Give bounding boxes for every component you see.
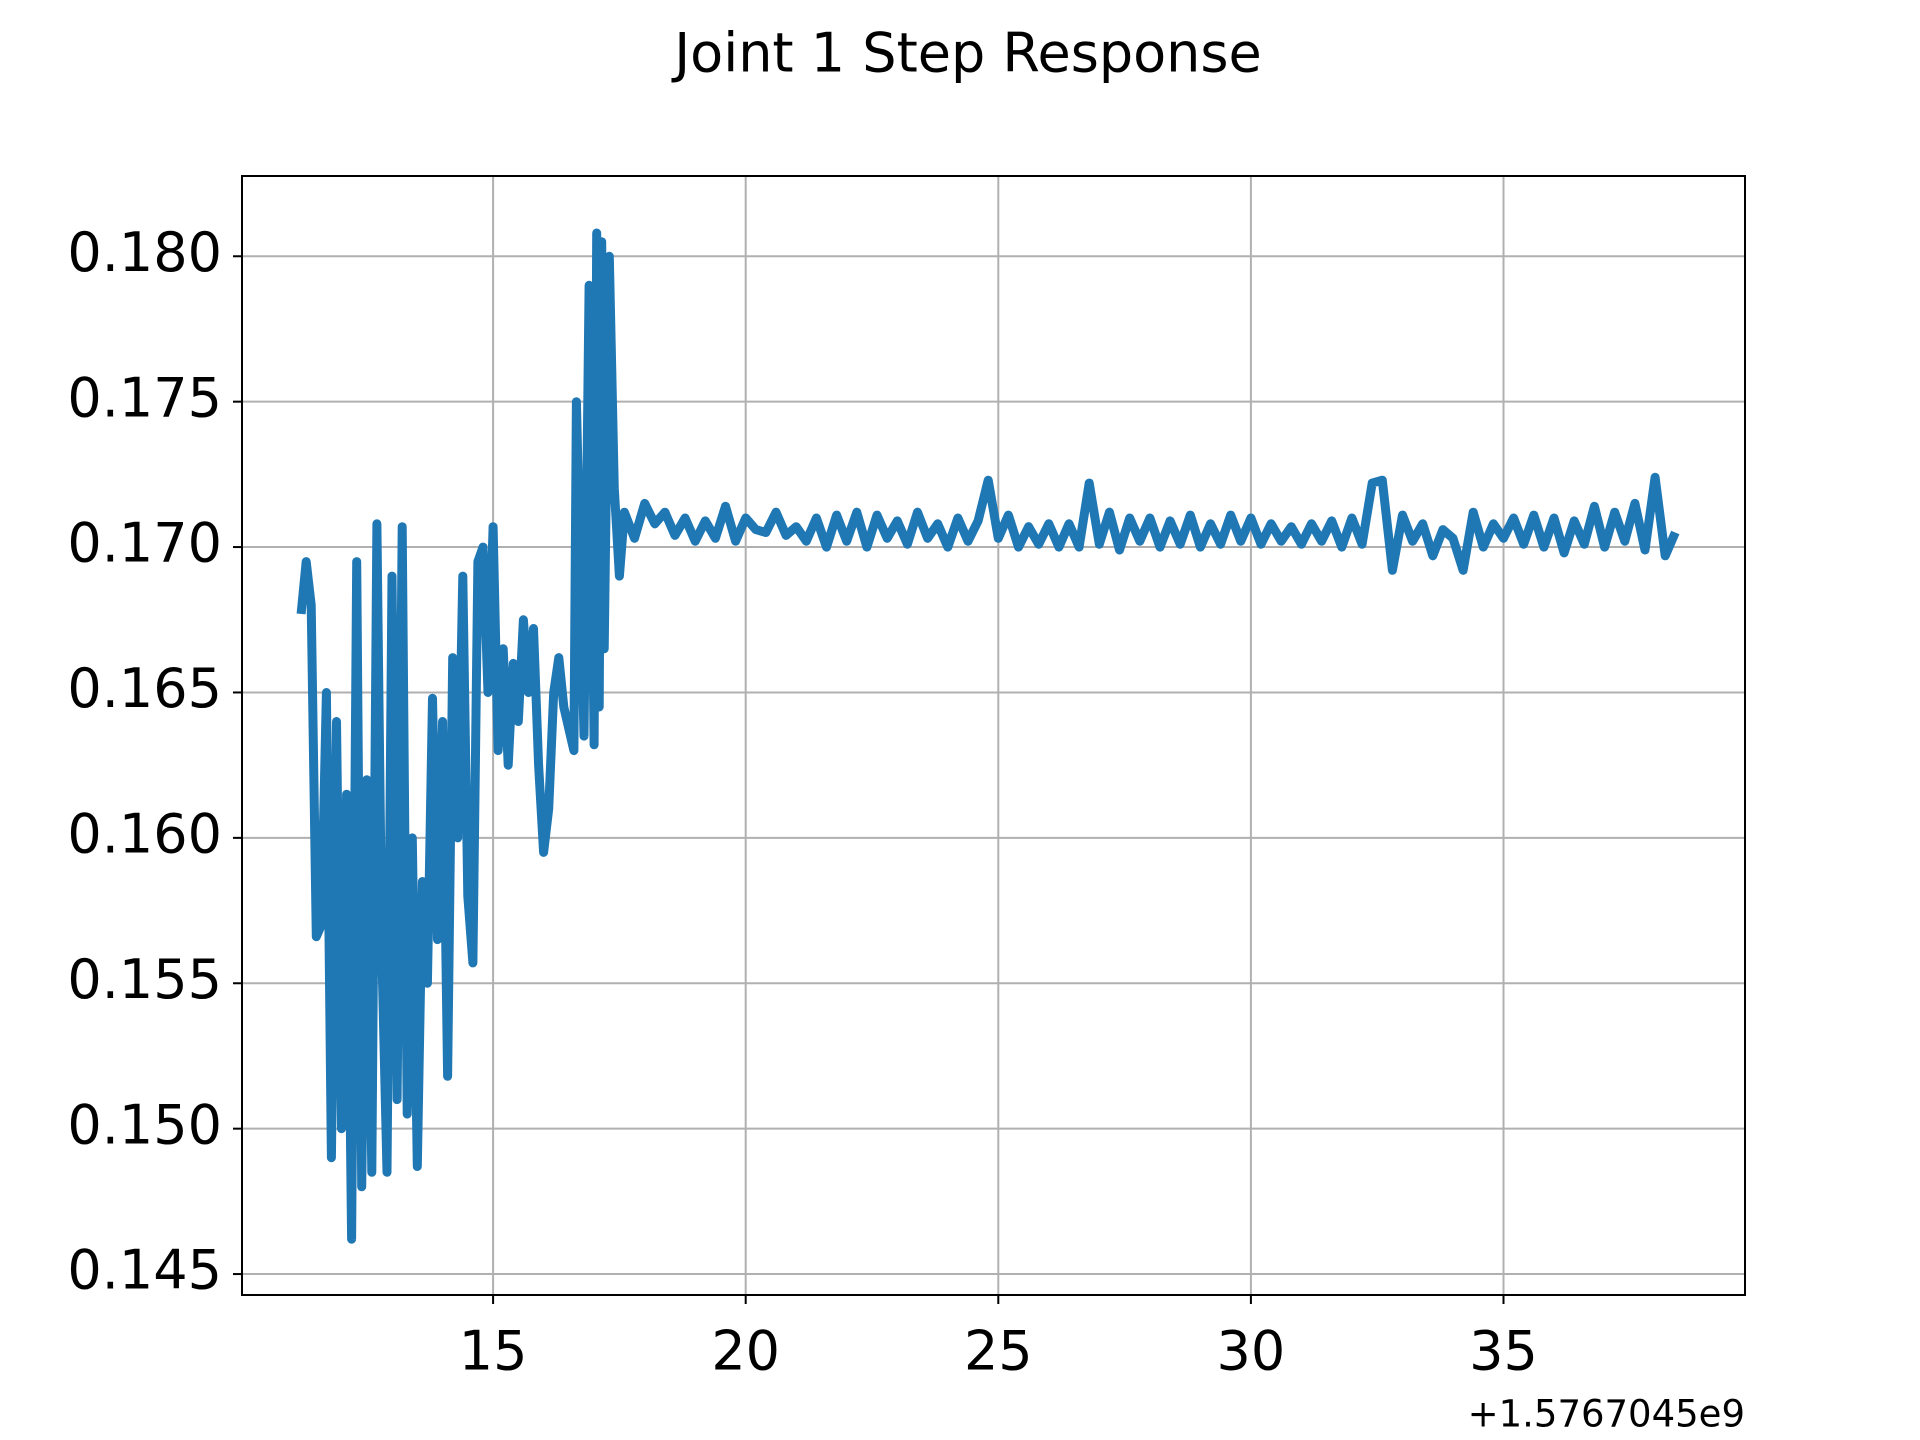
y-tick-label: 0.180 [67,221,222,284]
chart-title: Joint 1 Step Response [671,22,1262,85]
y-tick-label: 0.155 [67,948,222,1011]
y-tick-label: 0.170 [67,512,222,575]
data-line [296,228,1680,1244]
y-tick-label: 0.150 [67,1093,222,1156]
y-tick-label: 0.160 [67,803,222,866]
x-tick-label: 35 [1469,1320,1538,1383]
x-tick-label: 15 [459,1320,528,1383]
y-tick-label: 0.145 [67,1239,222,1302]
x-offset-label: +1.5767045e9 [1468,1393,1745,1436]
y-tick-label: 0.165 [67,657,222,720]
plot-frame [241,175,1746,1296]
y-tick-label: 0.175 [67,366,222,429]
x-tick-label: 25 [964,1320,1033,1383]
x-tick-label: 30 [1217,1320,1286,1383]
x-tick-label: 20 [711,1320,780,1383]
